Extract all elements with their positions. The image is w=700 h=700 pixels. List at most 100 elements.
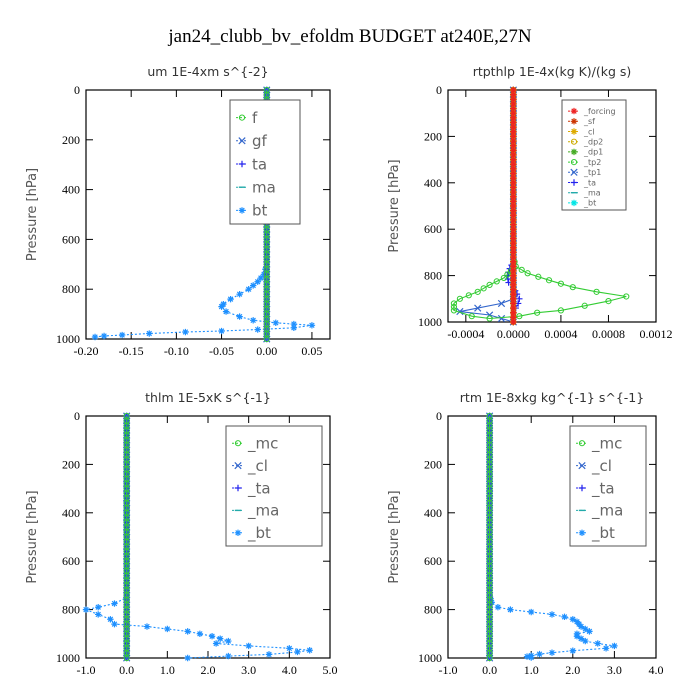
legend-label: _cl bbox=[583, 127, 595, 136]
x-tick-label: 0.00 bbox=[256, 344, 277, 358]
data-point bbox=[510, 207, 517, 214]
data-point bbox=[510, 105, 517, 112]
legend-marker bbox=[238, 160, 246, 168]
data-point bbox=[510, 110, 517, 117]
legend-marker bbox=[578, 484, 586, 492]
data-point bbox=[245, 642, 252, 650]
data-point bbox=[510, 170, 517, 177]
y-tick-label: 400 bbox=[62, 506, 80, 520]
data-point bbox=[510, 258, 517, 265]
data-point bbox=[510, 212, 517, 219]
data-point bbox=[605, 298, 612, 305]
data-point bbox=[146, 330, 153, 337]
plot-frame bbox=[85, 89, 331, 340]
x-tick-label: -0.15 bbox=[119, 344, 144, 358]
legend-marker bbox=[570, 179, 578, 186]
data-point bbox=[510, 123, 517, 131]
data-point bbox=[510, 174, 517, 182]
data-point bbox=[474, 304, 482, 312]
data-point bbox=[528, 608, 535, 616]
data-point bbox=[535, 273, 542, 280]
data-point bbox=[510, 114, 517, 122]
data-point bbox=[184, 654, 191, 662]
legend-marker bbox=[570, 168, 578, 176]
y-tick-label: 400 bbox=[62, 183, 80, 197]
legend-box bbox=[561, 99, 627, 211]
legend: _forcing_sf_cl _dp2_dp1_tp2_tp1_ta _ma_bt bbox=[561, 99, 627, 211]
data-point bbox=[548, 611, 556, 618]
data-point bbox=[510, 137, 517, 145]
data-point bbox=[217, 635, 224, 642]
data-point bbox=[510, 100, 517, 108]
data-point bbox=[510, 147, 517, 154]
data-point bbox=[561, 613, 568, 621]
data-point bbox=[500, 274, 507, 282]
y-tick-label: 0 bbox=[74, 409, 80, 423]
y-tick-label: 0 bbox=[436, 83, 442, 97]
x-tick-label: 1.0 bbox=[160, 663, 175, 677]
legend-label: _mc bbox=[591, 434, 622, 453]
data-point bbox=[95, 603, 102, 611]
y-tick-label: 200 bbox=[424, 457, 442, 471]
legend-label: _sf bbox=[583, 117, 595, 126]
y-tick-label: 800 bbox=[424, 269, 442, 283]
data-point bbox=[123, 654, 130, 662]
legend-marker bbox=[570, 199, 578, 207]
data-point bbox=[82, 606, 90, 613]
x-tick-label: 2.0 bbox=[201, 663, 216, 677]
data-point bbox=[497, 299, 506, 308]
data-point bbox=[573, 633, 581, 640]
data-point bbox=[494, 603, 502, 611]
legend-label: bt bbox=[252, 202, 268, 220]
legend-label: _dp1 bbox=[583, 148, 603, 157]
data-point bbox=[510, 263, 517, 270]
data-point bbox=[577, 623, 585, 630]
data-point bbox=[582, 637, 589, 645]
data-point bbox=[249, 282, 257, 289]
data-point bbox=[548, 649, 556, 656]
y-tick-label: 800 bbox=[62, 282, 80, 296]
legend-marker bbox=[238, 137, 246, 145]
data-point bbox=[516, 313, 523, 320]
series-tp1 bbox=[456, 86, 517, 326]
data-point bbox=[486, 281, 493, 288]
data-point bbox=[510, 239, 517, 247]
x-tick-label: 3.0 bbox=[607, 663, 622, 677]
data-point bbox=[111, 600, 118, 607]
legend-marker bbox=[578, 461, 586, 470]
x-tick-label: -1.0 bbox=[77, 663, 96, 677]
legend-label: _mc bbox=[247, 434, 278, 453]
legend-label: _bt bbox=[247, 524, 271, 543]
legend-marker bbox=[570, 148, 578, 156]
data-point bbox=[510, 96, 517, 103]
x-tick-label: 0.0 bbox=[482, 663, 497, 677]
data-point bbox=[510, 230, 517, 238]
chart-panel-1: um 1E-4xm s^{-2} Pressure [hPa] 0 200 400 600… bbox=[25, 64, 331, 358]
y-tick-label: 0 bbox=[436, 409, 442, 423]
data-point bbox=[450, 300, 458, 307]
x-tick-label: 5.0 bbox=[323, 663, 338, 677]
legend-marker bbox=[570, 159, 578, 166]
y-tick-label: 800 bbox=[424, 603, 442, 617]
data-point bbox=[510, 161, 517, 168]
data-point bbox=[510, 179, 517, 186]
data-point bbox=[222, 308, 230, 315]
data-point bbox=[510, 277, 517, 284]
data-point bbox=[510, 133, 517, 140]
data-point bbox=[510, 281, 517, 289]
data-point bbox=[510, 119, 517, 126]
data-point bbox=[510, 165, 517, 173]
legend-box bbox=[225, 425, 323, 547]
data-point bbox=[510, 221, 517, 228]
y-tick-label: 800 bbox=[62, 603, 80, 617]
series-mc bbox=[486, 412, 493, 662]
x-tick-label: -0.10 bbox=[164, 344, 189, 358]
legend-marker bbox=[570, 128, 578, 135]
legend-label: _ta bbox=[583, 178, 596, 187]
y-tick-label: 1000 bbox=[56, 651, 80, 665]
y-axis-label: Pressure [hPa] bbox=[387, 490, 402, 583]
data-point bbox=[581, 302, 588, 309]
x-tick-label: -0.05 bbox=[209, 344, 234, 358]
series-line bbox=[489, 416, 615, 659]
data-point bbox=[236, 290, 243, 298]
